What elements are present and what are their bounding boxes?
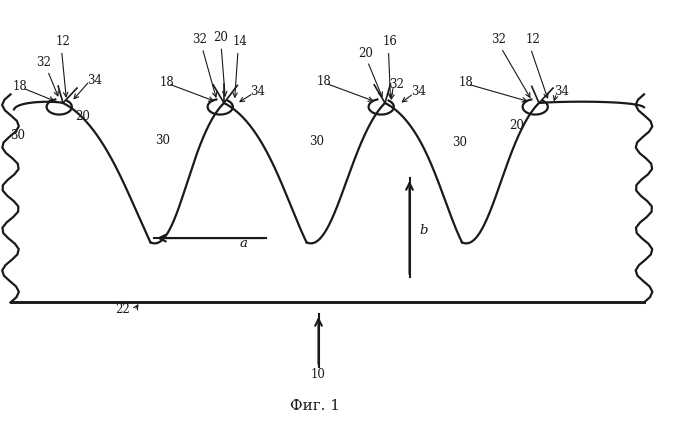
- Text: b: b: [419, 224, 428, 237]
- Text: 34: 34: [411, 85, 426, 98]
- Text: a: a: [239, 237, 248, 250]
- Text: 30: 30: [309, 135, 325, 148]
- Text: 18: 18: [13, 80, 27, 93]
- Text: 30: 30: [452, 136, 468, 149]
- Text: 34: 34: [554, 85, 569, 98]
- Text: 32: 32: [389, 78, 405, 91]
- Text: 32: 32: [192, 33, 207, 46]
- Text: Фиг. 1: Фиг. 1: [290, 399, 340, 413]
- Text: 20: 20: [213, 31, 228, 44]
- Text: 10: 10: [311, 369, 326, 381]
- Text: 18: 18: [160, 76, 174, 89]
- Text: 34: 34: [250, 85, 265, 98]
- Text: 12: 12: [526, 33, 541, 46]
- Text: 30: 30: [155, 134, 170, 147]
- Text: 32: 32: [491, 33, 506, 46]
- Text: 30: 30: [10, 130, 25, 142]
- Text: 18: 18: [458, 76, 473, 89]
- Text: 22: 22: [115, 303, 130, 316]
- Text: 20: 20: [509, 119, 524, 132]
- Text: 20: 20: [358, 47, 374, 60]
- Text: 16: 16: [382, 35, 398, 48]
- Text: 34: 34: [87, 74, 102, 87]
- Text: 14: 14: [232, 35, 248, 48]
- Text: 18: 18: [317, 75, 332, 88]
- Text: 32: 32: [36, 57, 51, 69]
- Text: 20: 20: [75, 110, 90, 123]
- Text: 12: 12: [55, 35, 71, 48]
